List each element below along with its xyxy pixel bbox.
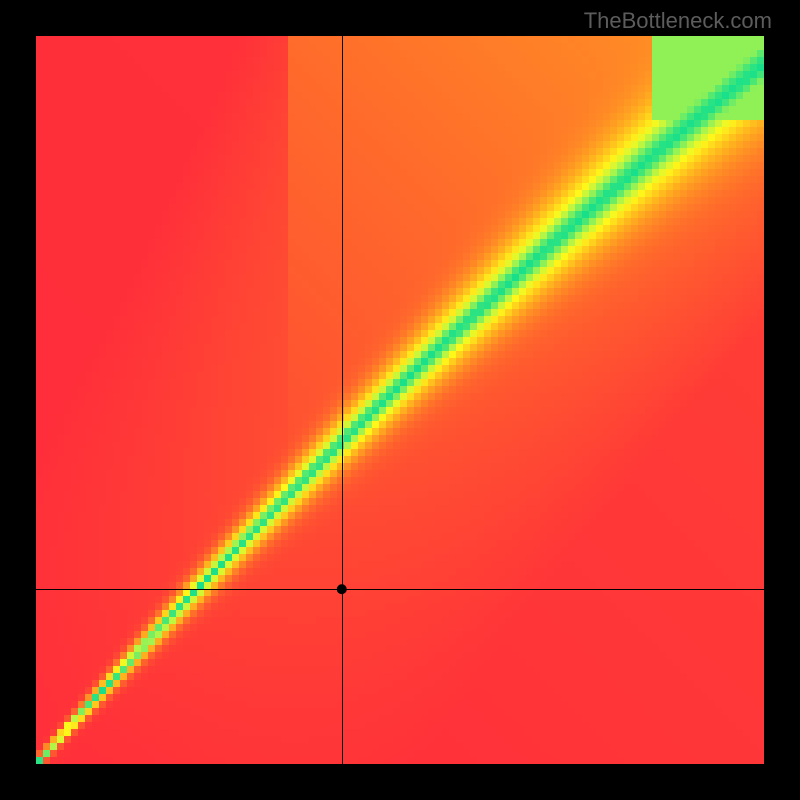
- watermark-text: TheBottleneck.com: [584, 8, 772, 34]
- bottleneck-heatmap: [36, 36, 764, 764]
- heatmap-canvas: [36, 36, 764, 764]
